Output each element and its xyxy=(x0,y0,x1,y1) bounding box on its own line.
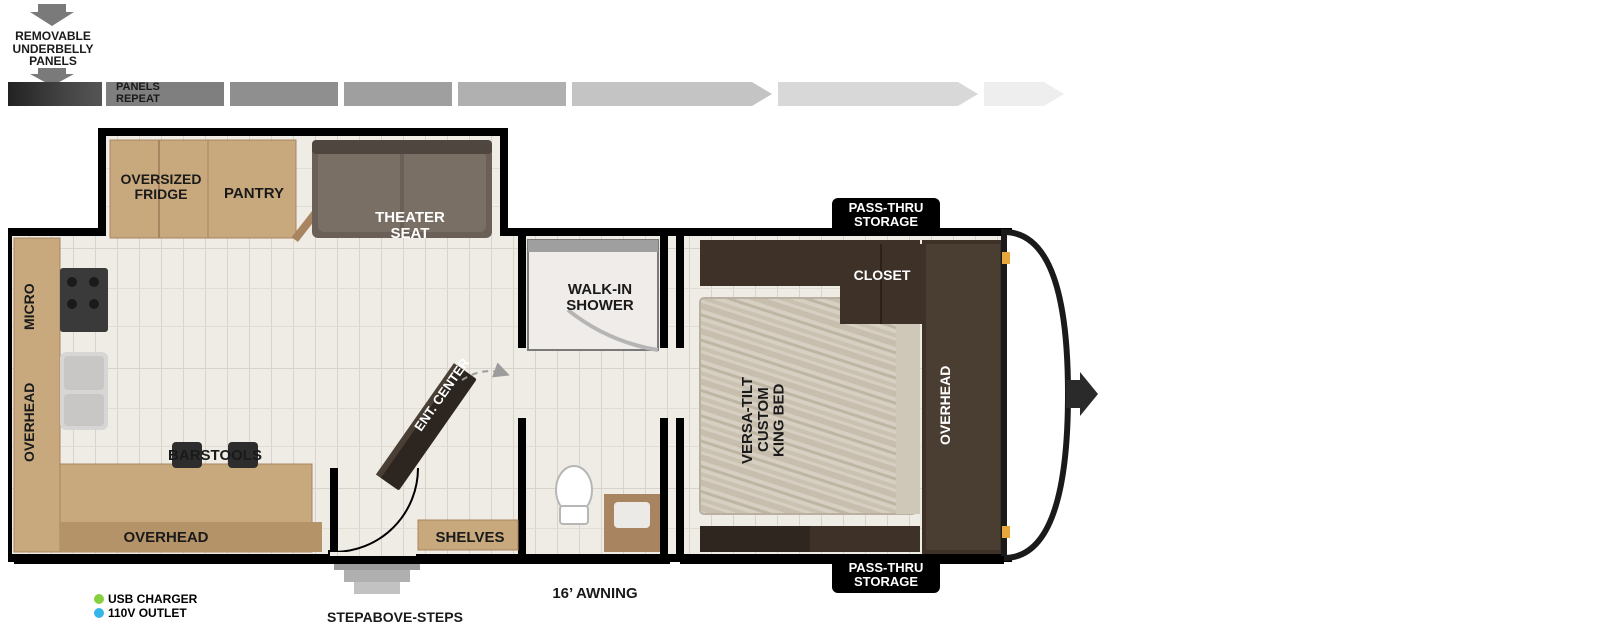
pantry-label: PANTRY xyxy=(214,186,294,202)
pass-thru-top-pill: PASS-THRU STORAGE xyxy=(832,198,940,233)
legend-outlet: 110V OUTLET xyxy=(94,606,197,620)
panels-strip xyxy=(8,82,1056,106)
shelves-label: SHELVES xyxy=(420,530,520,546)
pass-thru-bottom-pill: PASS-THRU STORAGE xyxy=(832,558,940,593)
micro-label: MICRO xyxy=(22,272,37,342)
panels-repeat-label: PANELS REPEAT xyxy=(116,82,160,105)
overhead-front-label: OVERHEAD xyxy=(938,340,953,470)
closet-label: CLOSET xyxy=(842,268,922,283)
barstools-label: BARSTOOLS xyxy=(150,448,280,464)
legend-outlet-label: 110V OUTLET xyxy=(108,606,187,620)
steps-label: STEPABOVE-STEPS xyxy=(300,610,490,625)
legend: USB CHARGER 110V OUTLET xyxy=(94,592,197,620)
legend-usb: USB CHARGER xyxy=(94,592,197,606)
walk-in-shower-label: WALK-IN SHOWER xyxy=(540,282,660,314)
arrow-down-icon xyxy=(14,4,90,28)
overhead-bottom-label: OVERHEAD xyxy=(96,530,236,546)
legend-usb-label: USB CHARGER xyxy=(108,592,197,606)
dot-icon xyxy=(94,608,104,618)
awning-label: 16’ AWNING xyxy=(530,586,660,602)
versa-tilt-label: VERSA-TILT CUSTOM KING BED xyxy=(740,330,787,510)
oversized-fridge-label: OVERSIZED FRIDGE xyxy=(116,172,206,201)
overhead-left-label: OVERHEAD xyxy=(22,362,37,482)
dot-icon xyxy=(94,594,104,604)
removable-panels-label: REMOVABLE UNDERBELLY PANELS xyxy=(8,30,98,68)
theater-seat-label: THEATER SEAT xyxy=(340,210,480,242)
